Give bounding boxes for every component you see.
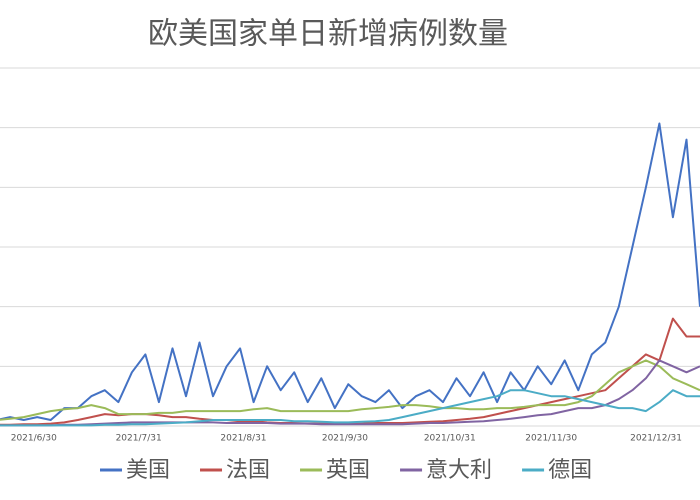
- x-tick-label: 2021/9/30: [322, 434, 368, 444]
- x-tick-label: 2021/7/31: [116, 434, 162, 444]
- series-line: [0, 359, 700, 427]
- series-line: [0, 122, 700, 421]
- legend-label: 德国: [548, 458, 592, 483]
- x-tick-label: 2021/6/30: [11, 434, 57, 444]
- x-tick-label: 2021/10/31: [424, 434, 476, 444]
- x-tick-label: 2021/11/30: [525, 434, 577, 444]
- chart-title: 欧美国家单日新增病例数量: [148, 17, 508, 52]
- x-tick-label: 2021/8/31: [220, 434, 266, 444]
- series-line: [0, 389, 700, 427]
- legend-label: 意大利: [426, 458, 492, 483]
- legend-label: 英国: [326, 458, 370, 483]
- legend-label: 美国: [126, 458, 170, 483]
- x-tick-label: 2021/12/31: [630, 434, 682, 444]
- legend-label: 法国: [226, 458, 270, 483]
